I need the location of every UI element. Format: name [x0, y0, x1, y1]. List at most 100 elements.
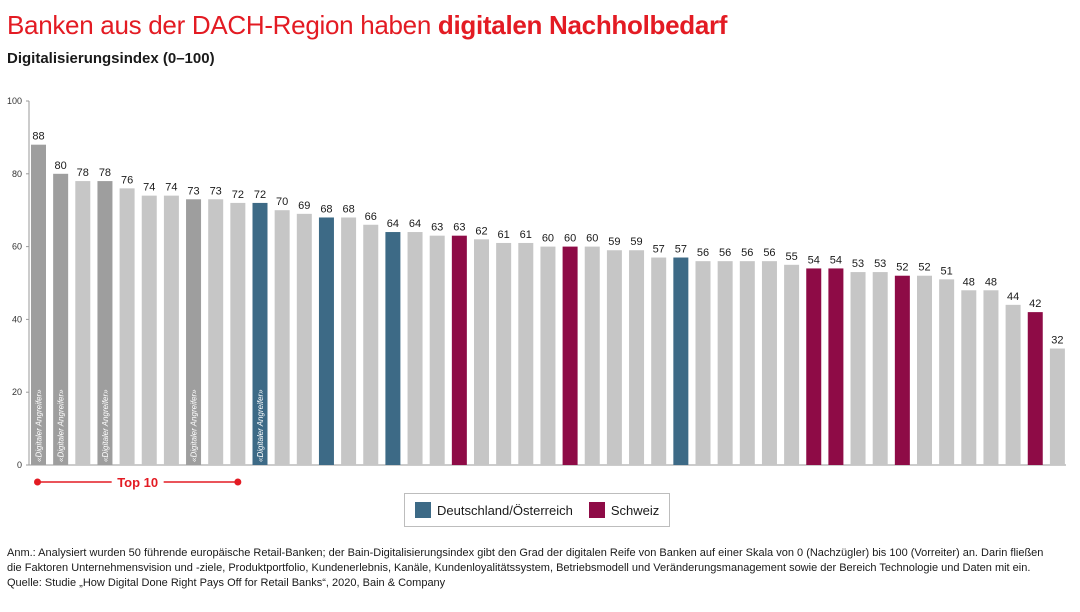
- chart-subtitle: Digitalisierungsindex (0–100): [7, 50, 215, 67]
- bar-value-label: 60: [542, 233, 554, 245]
- bar-chart: 0 20 40 60 80 100 88 «Digitaler Angreifer» 80 «D…: [7, 96, 1066, 490]
- bar: [474, 239, 489, 465]
- bar-value-label: 42: [1029, 298, 1041, 310]
- bar: [894, 275, 910, 465]
- bar-value-label: 55: [785, 251, 797, 263]
- bar: [318, 217, 334, 465]
- bar: [141, 195, 157, 465]
- bar-value-label: 54: [830, 254, 842, 266]
- bar-value-label: 80: [55, 160, 67, 172]
- title-plain: Banken aus der DACH-Region haben: [7, 10, 438, 40]
- bar-value-label: 48: [963, 276, 975, 288]
- bar: [584, 246, 600, 465]
- bar-value-label: 60: [586, 233, 598, 245]
- bar-value-label: 53: [852, 258, 864, 270]
- bar: [629, 250, 645, 465]
- bar-value-label: 60: [564, 233, 576, 245]
- footnotes: Anm.: Analysiert wurden 50 führende euro…: [7, 546, 1073, 591]
- bars: 88 «Digitaler Angreifer» 80 «Digitaler Angr…: [31, 131, 1065, 466]
- bar-value-label: 62: [475, 225, 487, 237]
- legend: Deutschland/Österreich Schweiz: [404, 493, 670, 527]
- bar: [163, 195, 179, 465]
- note-line-2: die Faktoren Unternehmensvision und -zie…: [7, 562, 1031, 574]
- bar-inner-label: «Digitaler Angreifer»: [101, 389, 110, 462]
- y-tick-label: 60: [12, 242, 22, 252]
- bar-value-label: 78: [99, 167, 111, 179]
- bar: [939, 279, 955, 465]
- bar-value-label: 63: [431, 222, 443, 234]
- bar-inner-label: «Digitaler Angreifer»: [190, 389, 199, 462]
- bar-value-label: 88: [32, 131, 44, 143]
- bar-value-label: 70: [276, 196, 288, 208]
- bar: [496, 242, 512, 465]
- legend-label-de-at: Deutschland/Österreich: [437, 502, 573, 518]
- y-tick-label: 40: [12, 314, 22, 324]
- bar-inner-label: «Digitaler Angreifer»: [57, 389, 66, 462]
- bar-value-label: 74: [143, 182, 155, 194]
- bar-value-label: 69: [298, 200, 310, 212]
- bar-value-label: 59: [608, 236, 620, 248]
- bar: [673, 257, 689, 465]
- bar: [385, 232, 401, 465]
- bar-value-label: 63: [453, 222, 465, 234]
- bar: [695, 261, 711, 465]
- bar-value-label: 61: [498, 229, 510, 241]
- bar-value-label: 56: [741, 247, 753, 259]
- bar: [540, 246, 556, 465]
- bar: [451, 235, 467, 465]
- bar-value-label: 73: [187, 185, 199, 197]
- bar: [274, 210, 290, 465]
- bar-value-label: 72: [254, 189, 266, 201]
- bar-value-label: 72: [232, 189, 244, 201]
- bar: [97, 181, 113, 465]
- bar: [75, 181, 91, 465]
- bar-value-label: 52: [896, 262, 908, 274]
- bar: [407, 232, 423, 465]
- bar-value-label: 57: [675, 244, 687, 256]
- y-tick-label: 20: [12, 387, 22, 397]
- bar-value-label: 64: [387, 218, 399, 230]
- bar-value-label: 66: [365, 211, 377, 223]
- bar-value-label: 32: [1051, 335, 1063, 347]
- bar-value-label: 73: [210, 185, 222, 197]
- bar: [850, 272, 866, 465]
- bar-value-label: 53: [874, 258, 886, 270]
- bar: [961, 290, 977, 465]
- bar: [806, 268, 822, 465]
- y-tick-label: 80: [12, 169, 22, 179]
- bar: [186, 199, 202, 465]
- bar-value-label: 57: [653, 244, 665, 256]
- bar: [1049, 348, 1065, 465]
- y-tick-label: 0: [17, 460, 22, 470]
- bar: [1027, 312, 1043, 465]
- bar: [828, 268, 844, 465]
- top10-label-bg: [111, 474, 164, 490]
- legend-item-ch: Schweiz: [588, 502, 660, 518]
- bar: [606, 250, 622, 465]
- bar: [252, 202, 268, 466]
- bar: [983, 290, 999, 465]
- bar: [739, 261, 755, 465]
- bar-value-label: 56: [763, 247, 775, 259]
- bar-value-label: 59: [630, 236, 642, 248]
- title-highlight: digitalen Nachholbedarf: [437, 10, 728, 40]
- bar-value-label: 68: [320, 203, 332, 215]
- bar-inner-label: «Digitaler Angreifer»: [35, 389, 44, 462]
- bar-value-label: 61: [520, 229, 532, 241]
- bar: [208, 199, 224, 465]
- legend-label-ch: Schweiz: [610, 502, 660, 518]
- bar-value-label: 64: [409, 218, 421, 230]
- legend-swatch-ch: [588, 502, 605, 518]
- y-tick-label: 100: [7, 96, 22, 106]
- bar: [784, 264, 800, 465]
- bar: [651, 257, 667, 465]
- bar-value-label: 74: [165, 182, 177, 194]
- bar: [230, 202, 246, 466]
- bar: [717, 261, 733, 465]
- bar-value-label: 52: [918, 262, 930, 274]
- bar: [119, 188, 135, 466]
- bar: [761, 261, 777, 465]
- bar: [429, 235, 445, 465]
- bar-value-label: 44: [1007, 291, 1019, 303]
- legend-item-de-at: Deutschland/Österreich: [415, 502, 573, 518]
